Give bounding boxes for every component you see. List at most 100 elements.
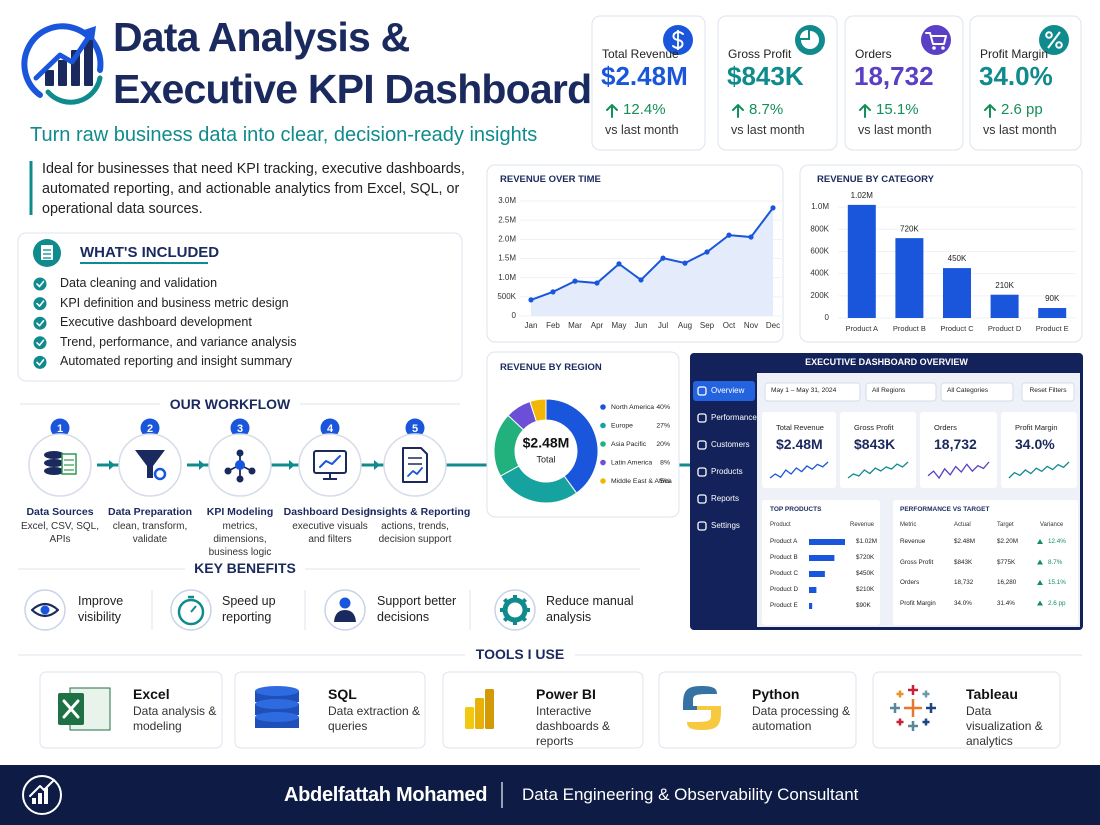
stopwatch-hand [190, 605, 197, 613]
kpi-label: Profit Margin [980, 47, 1049, 61]
x-tick-label: Nov [744, 321, 758, 330]
table-header: Metric [900, 522, 917, 528]
cart-icon [925, 32, 947, 45]
filter[interactable]: All Regions [872, 387, 906, 394]
filter[interactable]: All Categories [947, 387, 989, 394]
eye [30, 602, 60, 618]
step-description: actions, trends, decision support [378, 521, 452, 545]
nav-item[interactable]: Reports [711, 494, 740, 503]
point [550, 289, 556, 295]
nav-active [693, 381, 755, 401]
powerbi-bar [475, 698, 484, 729]
db-disc [44, 459, 64, 467]
description: Ideal for businesses that need KPI track… [42, 161, 465, 217]
x-tick-label: Product A [846, 324, 879, 333]
x-tick-label: Apr [591, 321, 604, 330]
kpi-note: vs last month [605, 123, 679, 137]
chart-title: REVENUE BY CATEGORY [817, 174, 935, 185]
check-icon [33, 355, 47, 369]
legend-value: 40% [656, 404, 670, 411]
kpi-change: 12.4% [623, 101, 666, 118]
point [638, 277, 644, 283]
included-item: Trend, performance, and variance analysi… [60, 334, 297, 349]
logo-ring-inner [45, 75, 103, 105]
funnel [135, 450, 165, 478]
table-cell: $450K [856, 570, 875, 577]
logo-arrow-head [84, 26, 96, 40]
net-node [236, 475, 244, 483]
donut-center-value: $2.48M [523, 435, 570, 451]
pie-slice [800, 30, 808, 38]
included-icon-sheet [41, 245, 53, 260]
nav-item[interactable]: Settings [711, 521, 740, 530]
kpi-change: 2.6 pp [1001, 101, 1043, 118]
step-badge [50, 418, 70, 438]
percent-dot [1055, 41, 1063, 49]
kpi-value: 18,732 [854, 61, 934, 91]
workflow-title: OUR WORKFLOW [169, 396, 291, 412]
nav-icon [697, 521, 707, 531]
reset-filters[interactable]: Reset Filters [1029, 387, 1067, 394]
nav-icon [697, 467, 707, 477]
gear [153, 467, 167, 481]
powerbi-bar [485, 689, 494, 729]
point [704, 249, 710, 255]
y-tick-label: 400K [810, 269, 829, 278]
x-tick-label: Jun [635, 321, 648, 330]
donut-center-label: Total [536, 454, 555, 464]
step-description: executive visuals and filters [292, 521, 368, 545]
nav-icon [697, 440, 707, 450]
table-cell: Profit Margin [900, 599, 936, 607]
point [594, 280, 600, 286]
check-icon [33, 316, 47, 330]
nav-item[interactable]: Performance [711, 413, 757, 422]
sparkline [927, 461, 990, 480]
step-number: 2 [147, 423, 153, 435]
legend-value: 5% [660, 478, 670, 485]
variance-arrow [1037, 580, 1043, 585]
tool-name: SQL [328, 686, 357, 702]
x-tick-label: Oct [723, 321, 736, 330]
mini-kpi-value: 34.0% [1015, 436, 1055, 452]
step-number: 4 [327, 423, 334, 435]
step-arrow-head [199, 460, 205, 470]
nav-item[interactable]: Overview [711, 386, 745, 395]
step-arrow-head [289, 460, 295, 470]
sparkline [769, 461, 829, 479]
legend-label: Europe [611, 422, 633, 429]
footer-logo-arrow [29, 779, 55, 797]
mini-kpi-label: Gross Profit [854, 423, 894, 432]
step-title: Data Sources [26, 506, 94, 518]
point [616, 261, 622, 267]
table-cell: $2.48M [954, 538, 976, 545]
net-node [236, 449, 244, 457]
nav-item[interactable]: Customers [711, 440, 750, 449]
table-title: TOP PRODUCTS [770, 506, 822, 513]
y-tick-label: 2.0M [498, 234, 516, 243]
nav-item[interactable]: Products [711, 467, 743, 476]
nav-icon [697, 494, 707, 504]
point [748, 234, 754, 240]
python-yellow [687, 706, 721, 730]
table-cell: 16,280 [997, 579, 1017, 586]
step-arrow-head [374, 460, 380, 470]
included-item: Executive dashboard development [60, 315, 252, 330]
x-tick-label: Dec [766, 321, 780, 330]
nav-icon [697, 386, 707, 396]
point [572, 278, 578, 284]
check-mark [36, 339, 45, 347]
kpi-label: Orders [855, 47, 892, 61]
tool-name: Tableau [966, 686, 1018, 702]
mini-kpi-card [1001, 412, 1077, 488]
included-title: WHAT'S INCLUDED [80, 244, 220, 261]
tool-description: Data extraction & queries [328, 704, 421, 733]
db-disc [44, 467, 64, 475]
kpi-change: 8.7% [749, 101, 784, 118]
footer-name: Abdelfattah Mohamed [284, 784, 488, 806]
x-tick-label: Jan [525, 321, 538, 330]
filter[interactable]: May 1 – May 31, 2024 [771, 387, 837, 394]
product-bar [809, 571, 825, 577]
filter-box [940, 382, 1014, 402]
table-cell: 12.4% [1048, 538, 1066, 545]
